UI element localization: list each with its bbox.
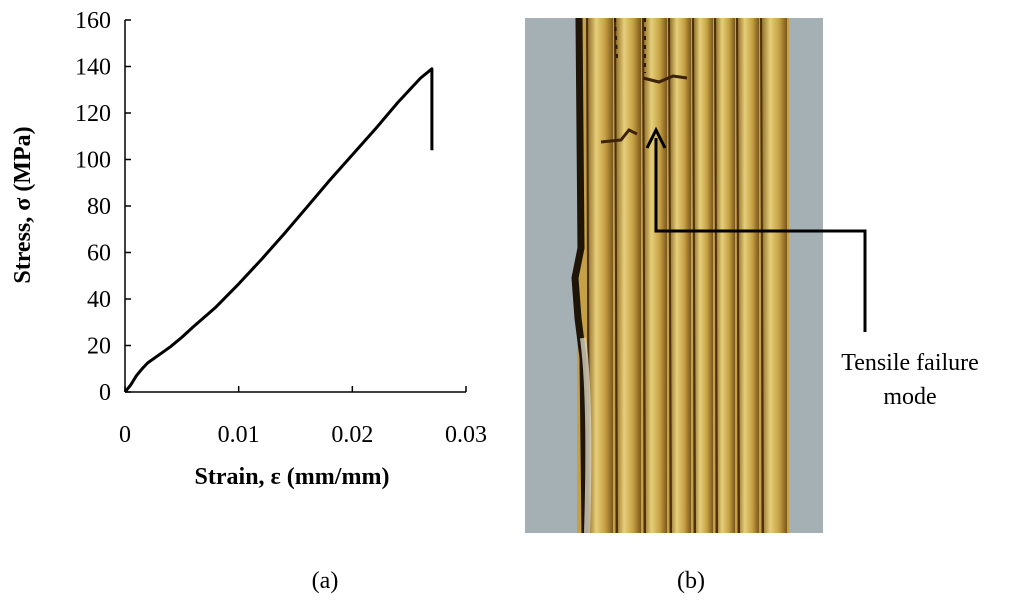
caption-a: (a)	[311, 568, 339, 594]
x-tick-label: 0	[119, 422, 131, 448]
x-ticks: 0 0.01 0.02 0.03	[119, 386, 487, 448]
fracture-line-upper	[642, 74, 688, 84]
fiber-strip	[737, 18, 759, 533]
y-tick-label: 60	[87, 241, 111, 267]
annotation-line-1: Tensile failure	[841, 350, 979, 376]
y-tick-label: 120	[75, 101, 111, 127]
caption-b: (b)	[677, 568, 705, 594]
fiber-strip	[615, 18, 641, 533]
strip-seam	[614, 18, 618, 533]
annotation-label: Tensile failure mode	[810, 346, 1010, 414]
x-tick-label: 0.01	[218, 422, 260, 448]
fiber-strip	[693, 18, 713, 533]
fiber-strips	[586, 18, 787, 533]
fiber-strip	[643, 18, 667, 533]
fiber-strip	[669, 18, 691, 533]
x-tick-label: 0.02	[331, 422, 373, 448]
y-ticks: 0 20 40 60 80 100 120 140 160	[75, 8, 131, 406]
strip-seam	[642, 18, 646, 533]
fiber-strip	[761, 18, 787, 533]
specimen-photo	[525, 18, 823, 533]
fiber-strip	[587, 18, 613, 533]
specimen-left-edge	[571, 18, 589, 533]
y-tick-label: 40	[87, 287, 111, 313]
specimen-illustration	[525, 18, 823, 533]
y-tick-label: 140	[75, 55, 111, 81]
fracture-line-lower	[600, 128, 638, 144]
crack-mark	[614, 18, 618, 59]
y-tick-label: 160	[75, 8, 111, 34]
peeled-edge	[580, 337, 592, 533]
x-axis-label: Strain, ε (mm/mm)	[195, 464, 390, 490]
series-line	[123, 67, 434, 393]
y-tick-label: 20	[87, 334, 111, 360]
y-tick-label: 80	[87, 194, 111, 220]
x-tick-label: 0.03	[445, 422, 487, 448]
annotation-line-2: mode	[883, 384, 937, 410]
stress-strain-chart: 0 20 40 60 80 100 120 140 160 0 0.01 0.02 0.03 Stra…	[10, 8, 487, 490]
y-axis-label: Stress, σ (MPa)	[10, 126, 36, 283]
y-tick-label: 100	[75, 148, 111, 174]
fiber-strip	[715, 18, 735, 533]
y-tick-label: 0	[99, 380, 111, 406]
